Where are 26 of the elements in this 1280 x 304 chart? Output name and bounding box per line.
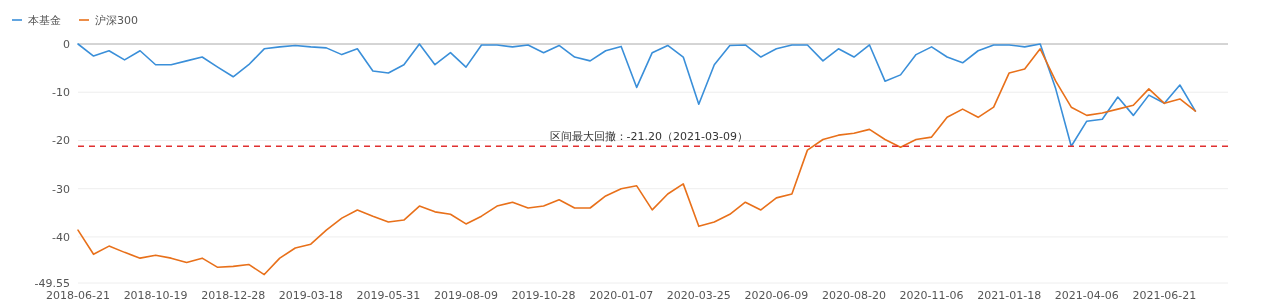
y-tick-label: -10 (52, 86, 70, 100)
x-tick-label: 2018-06-21 (46, 289, 110, 302)
x-tick-label: 2019-10-28 (511, 289, 576, 302)
x-tick-label: 2020-08-20 (822, 289, 886, 302)
ref-line-label: 区间最大回撤：-21.20（2021-03-09） (549, 130, 748, 144)
x-tick-label: 2021-04-06 (1054, 289, 1119, 302)
y-tick-label: -20 (52, 134, 70, 148)
x-tick-label: 2020-11-06 (899, 289, 964, 302)
x-tick-label: 2019-08-09 (434, 289, 498, 302)
line-series (77, 48, 1197, 276)
legend-label: 本基金 (28, 14, 61, 27)
x-tick-label: 2021-01-18 (977, 289, 1042, 302)
y-tick-label: -30 (52, 182, 70, 196)
y-tick-label: 0 (63, 38, 70, 51)
x-tick-label: 2018-12-28 (201, 289, 266, 302)
y-tick-label: -40 (52, 230, 70, 244)
x-tick-label: 2021-06-21 (1132, 289, 1197, 302)
x-tick-label: 2018-10-19 (123, 289, 188, 302)
legend-label: 沪深300 (95, 14, 138, 27)
x-tick-label: 2020-06-09 (744, 289, 809, 302)
y-tick-label: -49.55 (34, 277, 70, 290)
line-series (77, 43, 1197, 148)
x-tick-label: 2020-03-25 (666, 289, 731, 302)
x-tick-label: 2020-01-07 (589, 289, 654, 302)
x-tick-label: 2019-05-31 (356, 289, 421, 302)
x-tick-label: 2019-03-18 (278, 289, 343, 302)
